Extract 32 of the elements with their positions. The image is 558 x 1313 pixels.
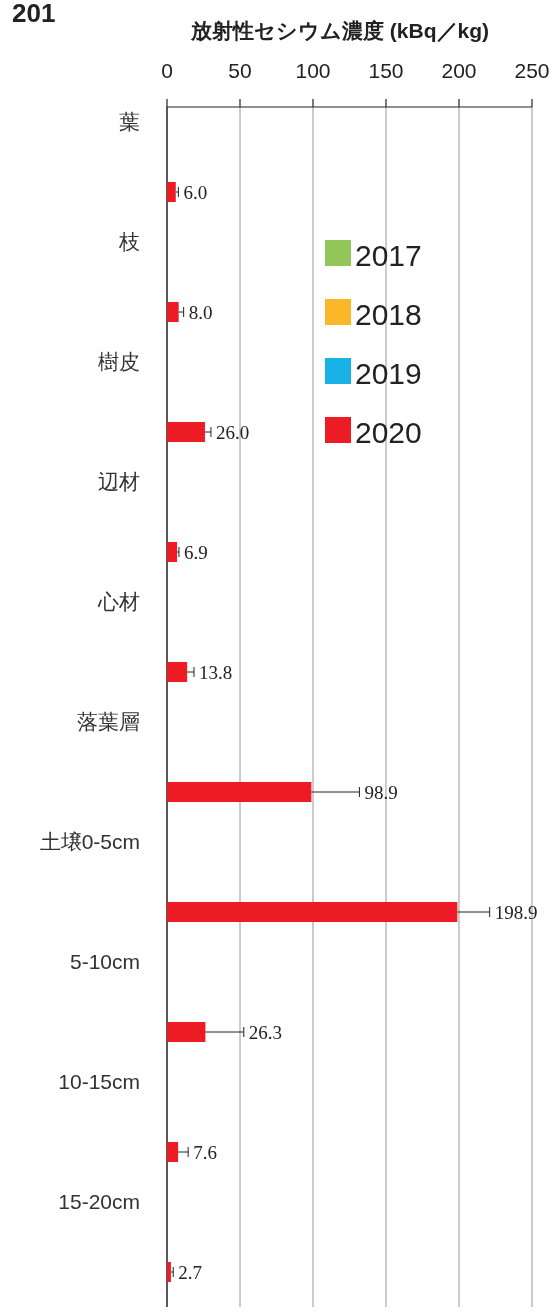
y-tick-label: 樹皮: [98, 350, 140, 373]
x-tick-label: 50: [228, 59, 252, 82]
data-label: 98.9: [364, 782, 398, 803]
y-tick-label: 10-15cm: [58, 1070, 140, 1093]
x-tick-label: 0: [161, 59, 173, 82]
x-tick-label: 100: [295, 59, 331, 82]
data-label: 8.0: [188, 302, 213, 323]
text: 201: [12, 0, 56, 28]
data-label: 6.9: [183, 542, 208, 563]
data-label: 6.0: [183, 182, 208, 203]
x-tick-label: 200: [441, 59, 477, 82]
y-tick-label: 枝: [118, 230, 140, 253]
x-tick-label: 250: [514, 59, 550, 82]
data-label: 13.8: [199, 662, 233, 683]
y-tick-label: 5-10cm: [69, 950, 140, 973]
y-tick-label: 落葉層: [77, 710, 140, 733]
data-label: 198.9: [494, 902, 538, 923]
data-label: 2.7: [178, 1262, 203, 1283]
y-tick-label: 15-20cm: [58, 1190, 140, 1213]
x-tick-label: 150: [368, 59, 404, 82]
legend-label: 2019: [355, 357, 422, 390]
data-label: 26.0: [215, 422, 250, 443]
data-label: 7.6: [193, 1142, 217, 1163]
y-tick-label: 葉: [119, 110, 140, 133]
y-tick-label: 土壌0-5cm: [39, 830, 140, 853]
chart-title: 放射性セシウム濃度 (kBq／kg): [190, 19, 489, 43]
y-tick-label: 辺材: [98, 470, 140, 493]
legend-label: 2018: [355, 298, 422, 331]
legend-label: 2017: [355, 239, 422, 272]
legend-label: 2020: [355, 416, 422, 449]
data-label: 26.3: [248, 1022, 283, 1043]
y-tick-label: 心材: [97, 590, 140, 613]
